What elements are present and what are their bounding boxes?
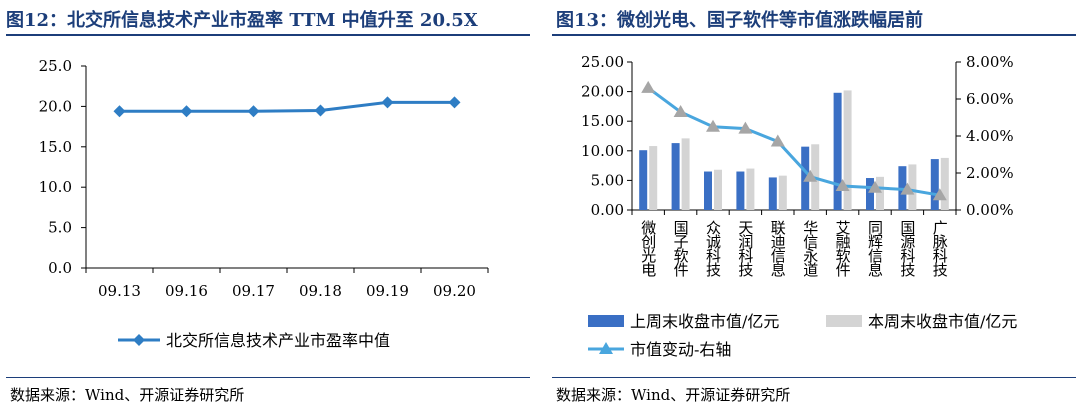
- left-y-tick-label: 0.00: [591, 201, 624, 219]
- legend-blue-swatch: [588, 315, 624, 327]
- bar-current-week: [940, 157, 949, 210]
- change-marker: [673, 104, 688, 117]
- data-point: [381, 96, 394, 109]
- y-tick-label: 0.0: [48, 259, 72, 277]
- change-marker: [803, 169, 818, 182]
- y-tick-label: 25.0: [39, 57, 72, 75]
- left-line-chart: 0.0 5.0 10.0 15.0 20.0 25.0 09.13 09.16 09.17 09.…: [39, 57, 489, 350]
- bar-current-week: [681, 138, 690, 210]
- left-y-tick-label: 5.00: [591, 171, 624, 189]
- right-y-tick-label: 6.00%: [966, 90, 1014, 108]
- left-chart-title: 图12：北交所信息技术产业市盈率 TTM 中值升至 20.5X: [6, 10, 478, 31]
- bar-current-week: [714, 169, 722, 210]
- data-point: [247, 105, 260, 118]
- bar-previous-week: [639, 150, 648, 210]
- right-y-tick-label: 2.00%: [966, 164, 1014, 182]
- bar-current-week: [908, 164, 917, 210]
- right-chart-title: 图13：微创光电、国子软件等市值涨跌幅居前: [556, 10, 924, 31]
- data-point: [314, 104, 327, 117]
- y-tick-label: 10.0: [39, 178, 72, 196]
- change-marker: [706, 119, 720, 132]
- x-tick-label: 09.17: [232, 282, 275, 300]
- x-category-label: 华信永道: [801, 220, 819, 277]
- change-marker: [900, 182, 915, 195]
- change-marker: [835, 178, 850, 191]
- x-tick-label: 09.16: [165, 282, 208, 300]
- change-marker: [641, 80, 656, 93]
- right-y-tick-label: 0.00%: [966, 201, 1014, 219]
- right-y-tick-label: 8.00%: [966, 53, 1014, 71]
- legend-label: 市值变动-右轴: [630, 340, 731, 359]
- change-marker: [868, 180, 882, 193]
- right-source-rule: [552, 377, 1076, 378]
- bar-current-week: [746, 168, 755, 210]
- legend-label: 北交所信息技术产业市盈率中值: [166, 331, 390, 350]
- left-title-rule: [6, 34, 530, 36]
- legend-label: 本周末收盘市值/亿元: [868, 312, 1017, 331]
- x-category-label: 联迪信息: [769, 220, 787, 277]
- x-tick-label: 09.18: [299, 282, 342, 300]
- change-marker: [770, 134, 785, 147]
- y-tick-label: 15.0: [39, 138, 72, 156]
- x-category-label: 同辉信息: [866, 220, 884, 277]
- series-line: [119, 100, 455, 113]
- change-marker: [932, 188, 947, 201]
- bar-previous-week: [736, 171, 745, 210]
- left-y-tick-label: 20.00: [581, 83, 624, 101]
- right-title-rule: [552, 34, 1076, 36]
- left-source-note: 数据来源：Wind、开源证券研究所: [10, 386, 245, 404]
- y-tick-label: 20.0: [39, 97, 72, 115]
- right-source-note: 数据来源：Wind、开源证券研究所: [556, 386, 791, 404]
- change-line: [647, 86, 941, 197]
- bar-previous-week: [866, 178, 874, 210]
- x-category-label: 国源科技: [898, 220, 916, 278]
- x-category-label: 国子软件: [672, 220, 690, 277]
- left-source-rule: [6, 377, 530, 378]
- bar-current-week: [649, 146, 658, 210]
- x-category-label: 艾融软件: [834, 220, 852, 277]
- right-y-tick-label: 4.00%: [966, 127, 1014, 145]
- legend-triangle-icon: [599, 342, 613, 354]
- data-point: [113, 105, 126, 118]
- bar-current-week: [778, 175, 787, 210]
- left-y-tick-label: 15.00: [581, 112, 624, 130]
- data-point: [448, 96, 461, 109]
- bar-previous-week: [768, 177, 777, 210]
- bar-previous-week: [704, 171, 712, 210]
- bar-previous-week: [930, 159, 939, 210]
- x-category-label: 天润科技: [736, 220, 754, 278]
- left-y-tick-label: 25.00: [581, 53, 624, 71]
- legend-label: 上周末收盘市值/亿元: [630, 312, 779, 331]
- x-category-label: 众诚科技: [704, 220, 722, 278]
- left-y-tick-label: 10.00: [581, 142, 624, 160]
- x-tick-label: 09.13: [98, 282, 141, 300]
- bar-previous-week: [671, 143, 680, 210]
- change-marker: [738, 121, 753, 134]
- x-tick-label: 09.19: [366, 282, 409, 300]
- bar-current-week: [876, 176, 884, 210]
- bar-current-week: [843, 90, 852, 210]
- legend-gray-swatch: [826, 315, 862, 327]
- data-point: [180, 105, 193, 118]
- right-combo-chart: 0.00 5.00 10.00 15.00 20.00 25.00 0.00% 2.00% 4.…: [581, 53, 1017, 359]
- bar-previous-week: [833, 92, 842, 210]
- x-category-label: 微创光电: [639, 220, 657, 277]
- x-category-label: 广脉科技: [931, 220, 949, 278]
- y-tick-label: 5.0: [48, 219, 72, 237]
- legend-diamond-icon: [133, 334, 145, 346]
- x-tick-label: 09.20: [433, 282, 476, 300]
